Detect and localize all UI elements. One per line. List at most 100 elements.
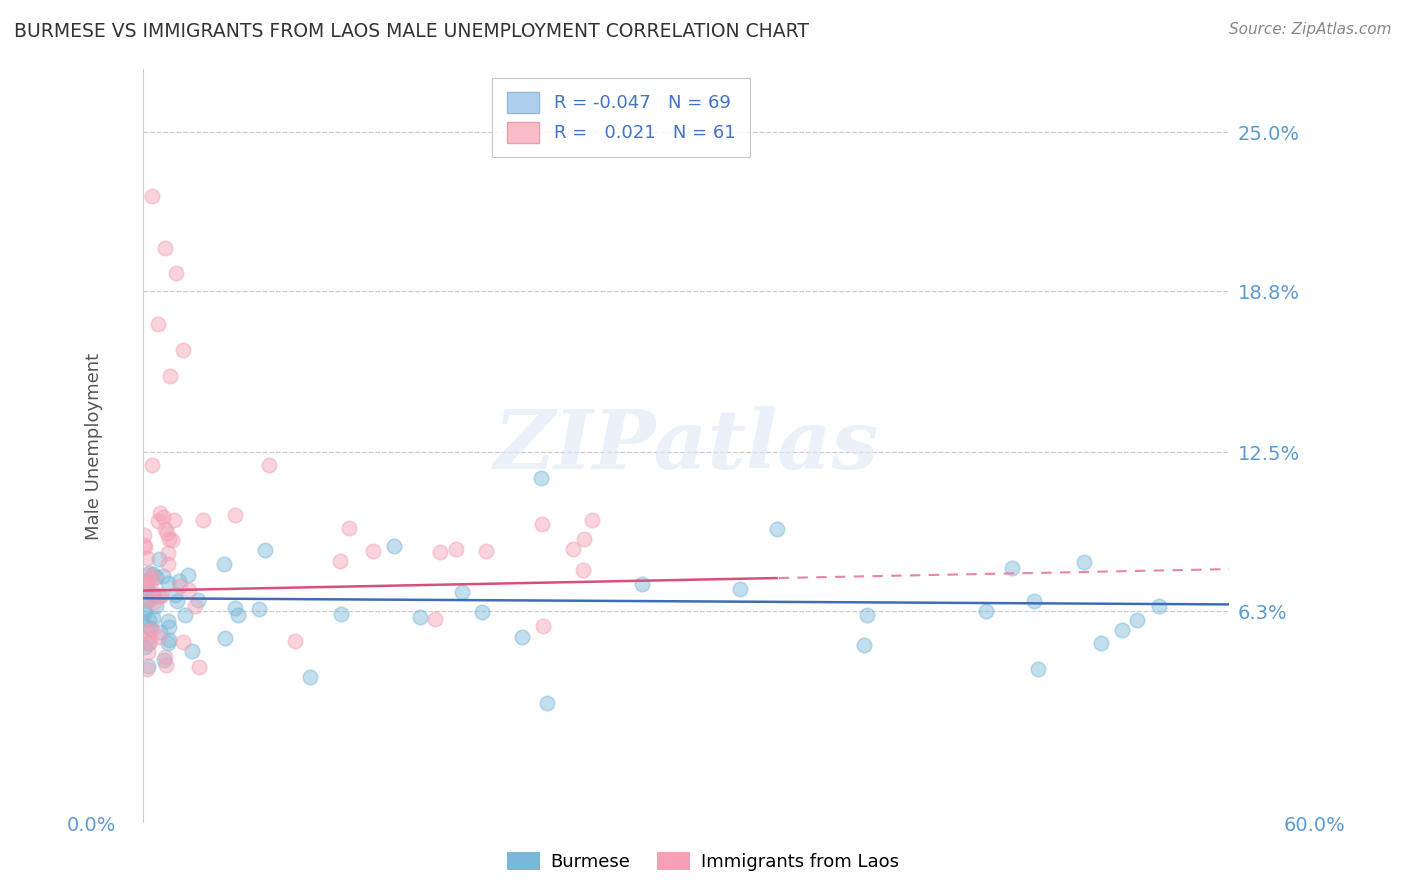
Point (142, 567, 165, 582)
Point (142, 588, 165, 602)
Point (138, 635, 160, 649)
Text: ZIPatlas: ZIPatlas (494, 406, 879, 486)
Point (136, 624, 159, 639)
Point (152, 509, 174, 524)
Point (135, 550, 157, 565)
Point (429, 544, 451, 558)
Point (510, 630, 533, 644)
Point (1026, 662, 1049, 676)
Point (172, 343, 194, 357)
Point (157, 532, 180, 546)
Point (132, 602, 155, 616)
Point (134, 538, 156, 552)
Point (135, 662, 157, 676)
Point (163, 512, 186, 526)
Point (134, 605, 156, 619)
Point (138, 589, 160, 603)
Point (165, 266, 187, 280)
Point (138, 592, 160, 607)
Point (157, 632, 180, 647)
Point (135, 575, 157, 590)
Point (408, 610, 430, 624)
Point (856, 607, 879, 622)
Point (572, 532, 595, 546)
Point (136, 645, 159, 659)
Point (136, 580, 159, 594)
Point (228, 608, 250, 623)
Point (224, 601, 246, 615)
Point (156, 557, 179, 571)
Point (134, 574, 156, 588)
Point (531, 619, 554, 633)
Point (152, 653, 174, 667)
Point (160, 533, 183, 548)
Point (172, 634, 194, 648)
Point (146, 318, 169, 332)
Point (138, 613, 160, 627)
Point (148, 589, 170, 603)
Point (299, 670, 322, 684)
Point (474, 544, 496, 558)
Point (145, 599, 167, 614)
Point (1022, 593, 1045, 607)
Point (149, 588, 172, 602)
Point (184, 599, 207, 614)
Point (148, 551, 170, 566)
Text: 0.0%: 0.0% (66, 816, 117, 835)
Point (180, 644, 202, 658)
Point (257, 458, 280, 473)
Point (159, 368, 181, 383)
Point (142, 571, 165, 585)
Point (141, 189, 163, 203)
Point (212, 558, 235, 572)
Point (561, 542, 583, 557)
Point (139, 635, 162, 649)
Point (149, 624, 172, 639)
Point (134, 540, 156, 554)
Point (166, 593, 188, 607)
Point (142, 594, 165, 608)
Point (149, 589, 172, 603)
Point (330, 607, 353, 621)
Point (728, 582, 751, 597)
Point (141, 458, 163, 473)
Point (1090, 636, 1112, 650)
Point (157, 620, 180, 634)
Point (382, 539, 405, 553)
Point (974, 604, 997, 618)
Legend: R = -0.047   N = 69, R =   0.021   N = 61: R = -0.047 N = 69, R = 0.021 N = 61 (492, 78, 749, 157)
Point (138, 566, 160, 581)
Point (1001, 560, 1024, 574)
Point (145, 570, 167, 584)
Point (153, 522, 176, 536)
Point (361, 543, 384, 558)
Point (169, 579, 191, 593)
Point (329, 553, 352, 567)
Point (1126, 614, 1149, 628)
Point (254, 543, 277, 558)
Point (156, 614, 179, 628)
Point (188, 660, 211, 674)
Point (631, 577, 654, 591)
Point (156, 526, 179, 541)
Point (853, 638, 876, 652)
Text: BURMESE VS IMMIGRANTS FROM LAOS MALE UNEMPLOYMENT CORRELATION CHART: BURMESE VS IMMIGRANTS FROM LAOS MALE UNE… (14, 22, 808, 41)
Point (152, 569, 174, 583)
Point (141, 624, 163, 638)
Point (142, 588, 165, 602)
Point (177, 568, 200, 582)
Point (139, 581, 162, 595)
Point (157, 576, 180, 591)
Point (530, 516, 553, 531)
Point (1111, 624, 1133, 638)
Point (138, 573, 160, 587)
Point (247, 602, 270, 616)
Point (132, 528, 155, 542)
Point (765, 522, 787, 536)
Point (337, 521, 360, 535)
Point (536, 696, 558, 710)
Point (136, 659, 159, 673)
Point (135, 619, 157, 633)
Point (134, 640, 156, 654)
Point (156, 546, 179, 560)
